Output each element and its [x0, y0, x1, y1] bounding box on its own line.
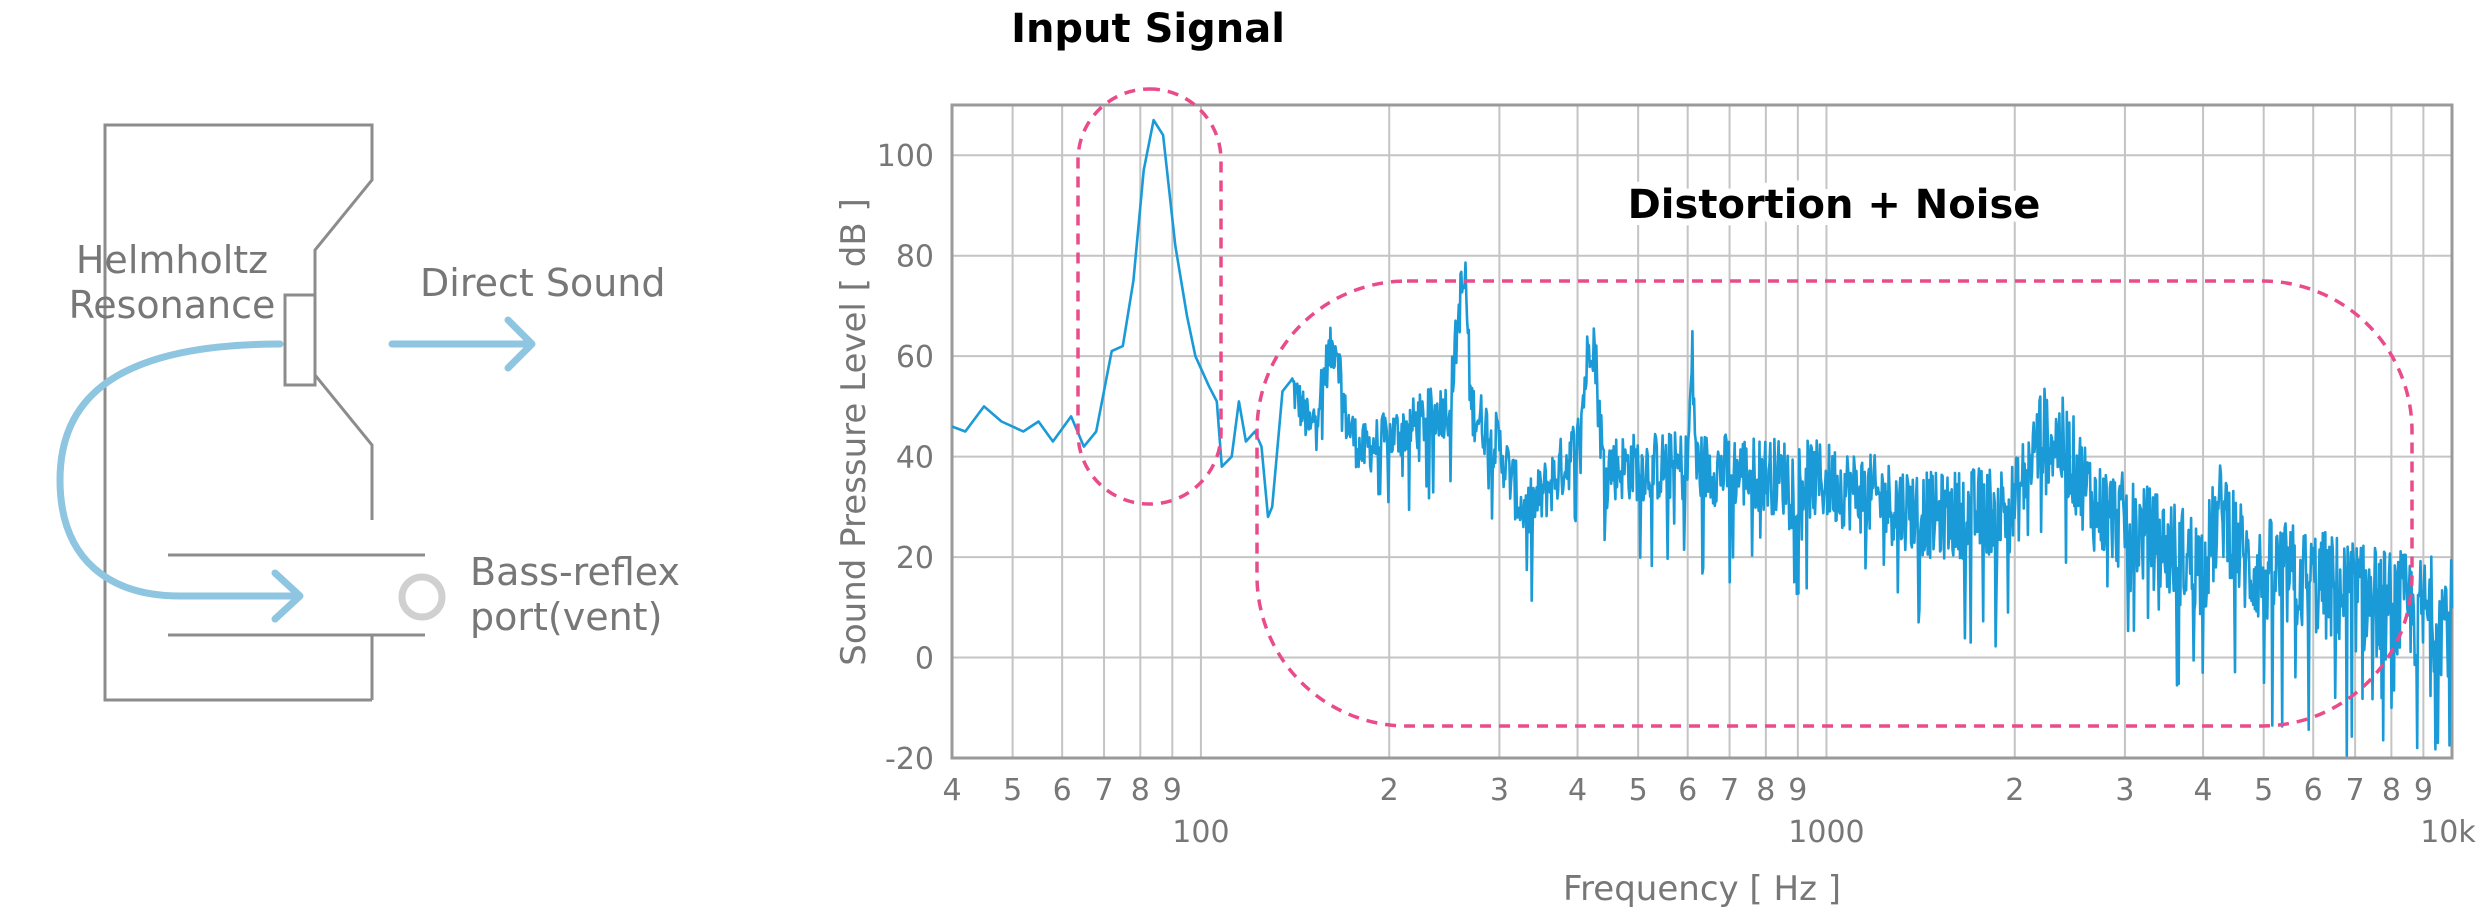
x-minor-tick-label: 2	[1380, 773, 1399, 808]
y-tick-label: 80	[896, 240, 934, 275]
x-minor-tick-label: 4	[2194, 773, 2213, 808]
input-signal-annotation: Input Signal	[1011, 6, 1285, 52]
y-tick-label: 100	[877, 139, 934, 174]
x-minor-tick-label: 5	[1003, 773, 1022, 808]
x-minor-tick-label: 3	[2115, 773, 2134, 808]
x-minor-tick-label: 8	[2382, 773, 2401, 808]
direct-sound-arrow-head	[504, 316, 536, 372]
x-minor-tick-label: 9	[1788, 773, 1807, 808]
x-minor-tick-label: 8	[1131, 773, 1150, 808]
y-tick-label: 60	[896, 340, 934, 375]
plot-frame	[950, 103, 2454, 760]
input-signal-region	[1076, 87, 1223, 506]
x-minor-tick-label: 4	[942, 773, 961, 808]
x-minor-tick-label: 4	[1568, 773, 1587, 808]
x-minor-tick-label: 7	[1094, 773, 1113, 808]
distortion-noise-annotation: Distortion + Noise	[1628, 182, 2041, 228]
helmholtz-flow-arrow	[56, 340, 299, 600]
x-minor-tick-label: 6	[1678, 773, 1697, 808]
y-tick-label: -20	[885, 742, 934, 777]
x-minor-tick-label: 3	[1490, 773, 1509, 808]
distortion-noise-region	[1255, 279, 2414, 728]
x-minor-tick-label: 7	[1720, 773, 1739, 808]
x-major-tick-label: 1000	[1788, 815, 1864, 850]
x-minor-tick-label: 8	[1756, 773, 1775, 808]
y-tick-labels: -20 0 20 40 60 80 100	[877, 139, 934, 777]
bass-reflex-label-line1: Bass-reflex	[470, 550, 680, 594]
x-minor-tick-label: 5	[1629, 773, 1648, 808]
x-minor-tick-label: 2	[2005, 773, 2024, 808]
y-tick-label: 0	[915, 642, 934, 677]
y-axis-label: Sound Pressure Level [ dB ]	[834, 198, 874, 665]
direct-sound-label: Direct Sound	[420, 261, 666, 305]
y-tick-label: 40	[896, 441, 934, 476]
spectrum-series-line	[951, 118, 2454, 757]
x-minor-tick-label: 5	[2254, 773, 2273, 808]
helmholtz-label-line1: Helmholtz	[76, 238, 268, 282]
helmholtz-label-line2: Resonance	[69, 283, 276, 327]
y-tick-label: 20	[896, 541, 934, 576]
x-minor-tick-label: 9	[1163, 773, 1182, 808]
x-axis-label: Frequency [ Hz ]	[1563, 869, 1841, 909]
port-vent-icon	[398, 573, 446, 621]
x-minor-tick-label: 9	[2414, 773, 2433, 808]
helmholtz-arrow-head	[271, 569, 304, 623]
x-minor-tick-label: 6	[2304, 773, 2323, 808]
bass-reflex-label-line2: port(vent)	[470, 595, 662, 639]
x-major-tick-label: 100	[1172, 815, 1229, 850]
speaker-diagram: Helmholtz Resonance Direct Sound Bass-re…	[56, 123, 680, 702]
x-major-tick-label: 10k	[2420, 815, 2476, 850]
driver-magnet	[283, 293, 317, 387]
enclosure-outline	[103, 123, 374, 702]
x-minor-tick-label: 6	[1053, 773, 1072, 808]
x-minor-tick-label: 7	[2346, 773, 2365, 808]
